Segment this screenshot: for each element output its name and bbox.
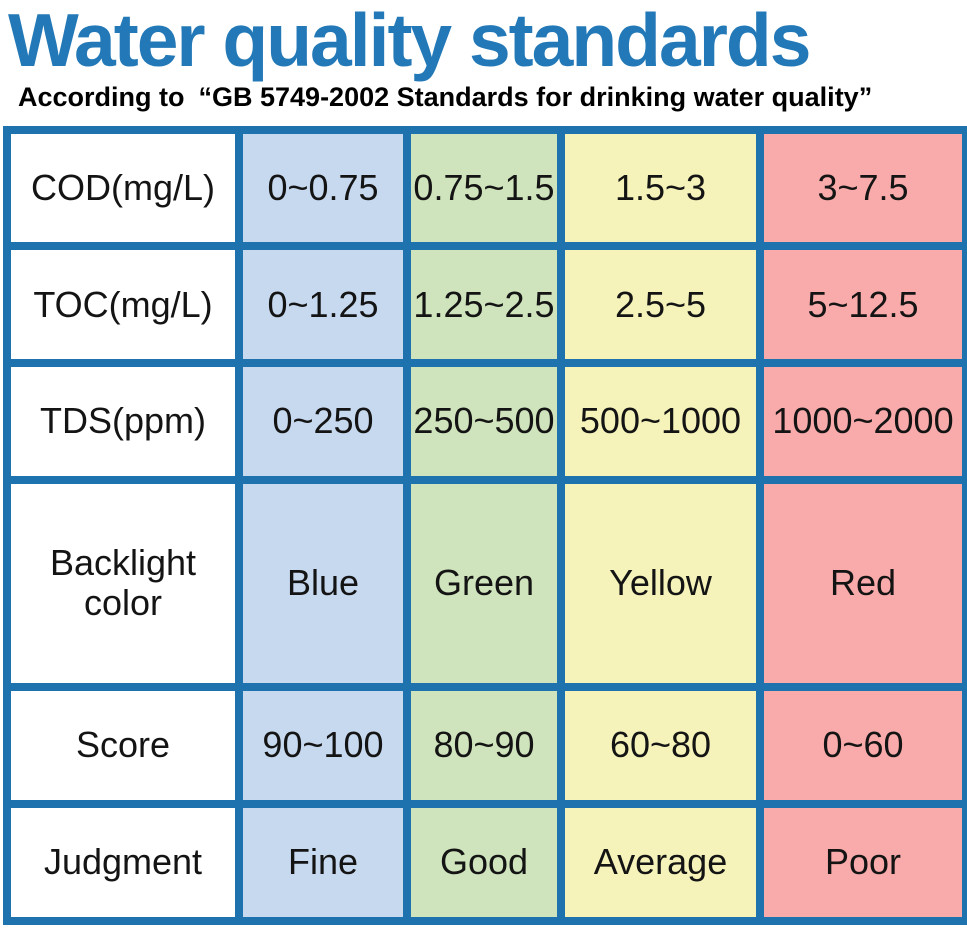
row-label-backlight-color: Backlight color (3, 475, 243, 691)
table-cell: Green (403, 475, 565, 691)
row-label-judgment: Judgment (3, 799, 243, 925)
table-cell: 90~100 (235, 682, 411, 808)
table-row-tds: TDS(ppm) 0~250 250~500 500~1000 1000~200… (3, 359, 967, 484)
table-row-score: Score 90~100 80~90 60~80 0~60 (3, 682, 967, 808)
table-cell: Good (403, 799, 565, 925)
table-cell: 60~80 (557, 682, 764, 808)
table-cell: Blue (235, 475, 411, 691)
table-cell: Fine (235, 799, 411, 925)
table-cell: 5~12.5 (756, 242, 967, 368)
subtitle-prefix: According to (18, 81, 185, 112)
table-cell: Yellow (557, 475, 764, 691)
subtitle: According to “GB 5749-2002 Standards for … (18, 82, 967, 113)
table-cell: Average (557, 799, 764, 925)
table-cell: 0~1.25 (235, 242, 411, 368)
table-cell: 0.75~1.5 (403, 125, 565, 251)
table-cell: 80~90 (403, 682, 565, 808)
table-row-judgment: Judgment Fine Good Average Poor (3, 799, 967, 925)
table-row-cod: COD(mg/L) 0~0.75 0.75~1.5 1.5~3 3~7.5 (3, 125, 967, 251)
subtitle-quote: “GB 5749-2002 Standards for drinking wat… (198, 81, 873, 112)
table-cell: 250~500 (403, 359, 565, 484)
water-quality-standards-table: COD(mg/L) 0~0.75 0.75~1.5 1.5~3 3~7.5 TO… (3, 125, 967, 925)
table-cell: 500~1000 (557, 359, 764, 484)
row-label-tds: TDS(ppm) (3, 359, 243, 484)
table-cell: 1.25~2.5 (403, 242, 565, 368)
row-label-cod: COD(mg/L) (3, 125, 243, 251)
table-cell: Red (756, 475, 967, 691)
table-cell: 0~250 (235, 359, 411, 484)
row-label-toc: TOC(mg/L) (3, 242, 243, 368)
table-cell: 3~7.5 (756, 125, 967, 251)
row-label-score: Score (3, 682, 243, 808)
table-cell: 0~0.75 (235, 125, 411, 251)
table-cell: 1000~2000 (756, 359, 967, 484)
page-title: Water quality standards (8, 0, 811, 82)
table-cell: 1.5~3 (557, 125, 764, 251)
table-cell: 0~60 (756, 682, 967, 808)
table-cell: 2.5~5 (557, 242, 764, 368)
table-row-toc: TOC(mg/L) 0~1.25 1.25~2.5 2.5~5 5~12.5 (3, 242, 967, 368)
table-cell: Poor (756, 799, 967, 925)
table-row-backlight-color: Backlight color Blue Green Yellow Red (3, 475, 967, 691)
